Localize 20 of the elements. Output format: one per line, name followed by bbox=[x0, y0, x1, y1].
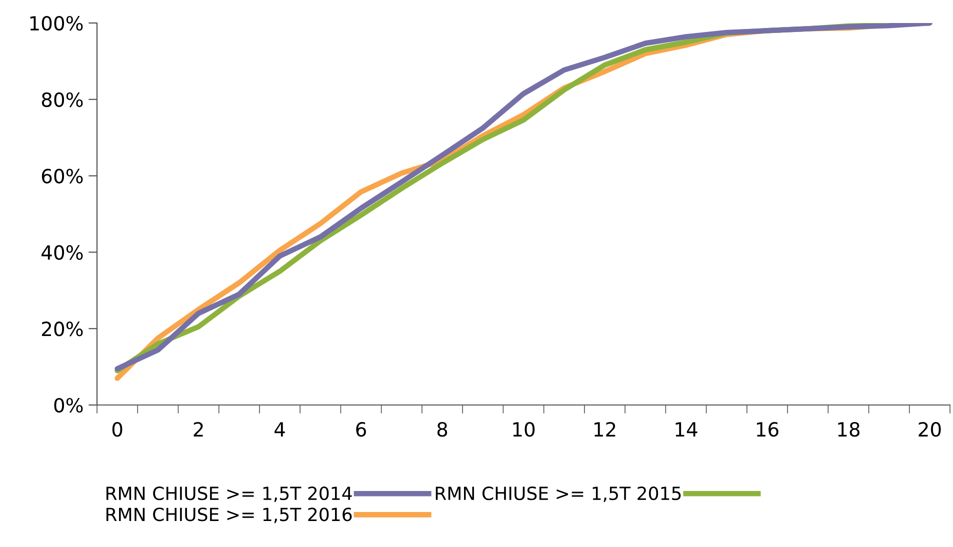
x-tick-label: 0 bbox=[112, 422, 122, 437]
x-tick-label: 2 bbox=[194, 422, 203, 436]
legend-label: RMN CHIUSE >= 1,5T 2015 bbox=[436, 486, 681, 502]
legend-label: RMN CHIUSE >= 1,5T 2016 bbox=[106, 508, 352, 524]
y-tick-label: 80% bbox=[42, 92, 83, 108]
x-tick-label: 8 bbox=[437, 422, 448, 437]
x-tick-label: 20 bbox=[918, 422, 941, 437]
x-tick-label: 14 bbox=[676, 422, 698, 436]
y-tick-label: 100% bbox=[30, 16, 83, 31]
x-tick-label: 10 bbox=[513, 422, 535, 437]
y-tick-label: 0% bbox=[54, 398, 83, 413]
x-tick-label: 16 bbox=[756, 422, 778, 437]
x-tick-label: 18 bbox=[838, 422, 860, 437]
y-tick-label: 40% bbox=[42, 245, 83, 260]
x-tick-label: 12 bbox=[594, 422, 616, 436]
y-tick-label: 20% bbox=[42, 322, 83, 336]
legend-label: RMN CHIUSE >= 1,5T 2014 bbox=[106, 486, 352, 502]
y-tick-label: 60% bbox=[42, 168, 83, 184]
x-tick-label: 4 bbox=[274, 422, 285, 436]
x-tick-label: 6 bbox=[356, 422, 366, 437]
